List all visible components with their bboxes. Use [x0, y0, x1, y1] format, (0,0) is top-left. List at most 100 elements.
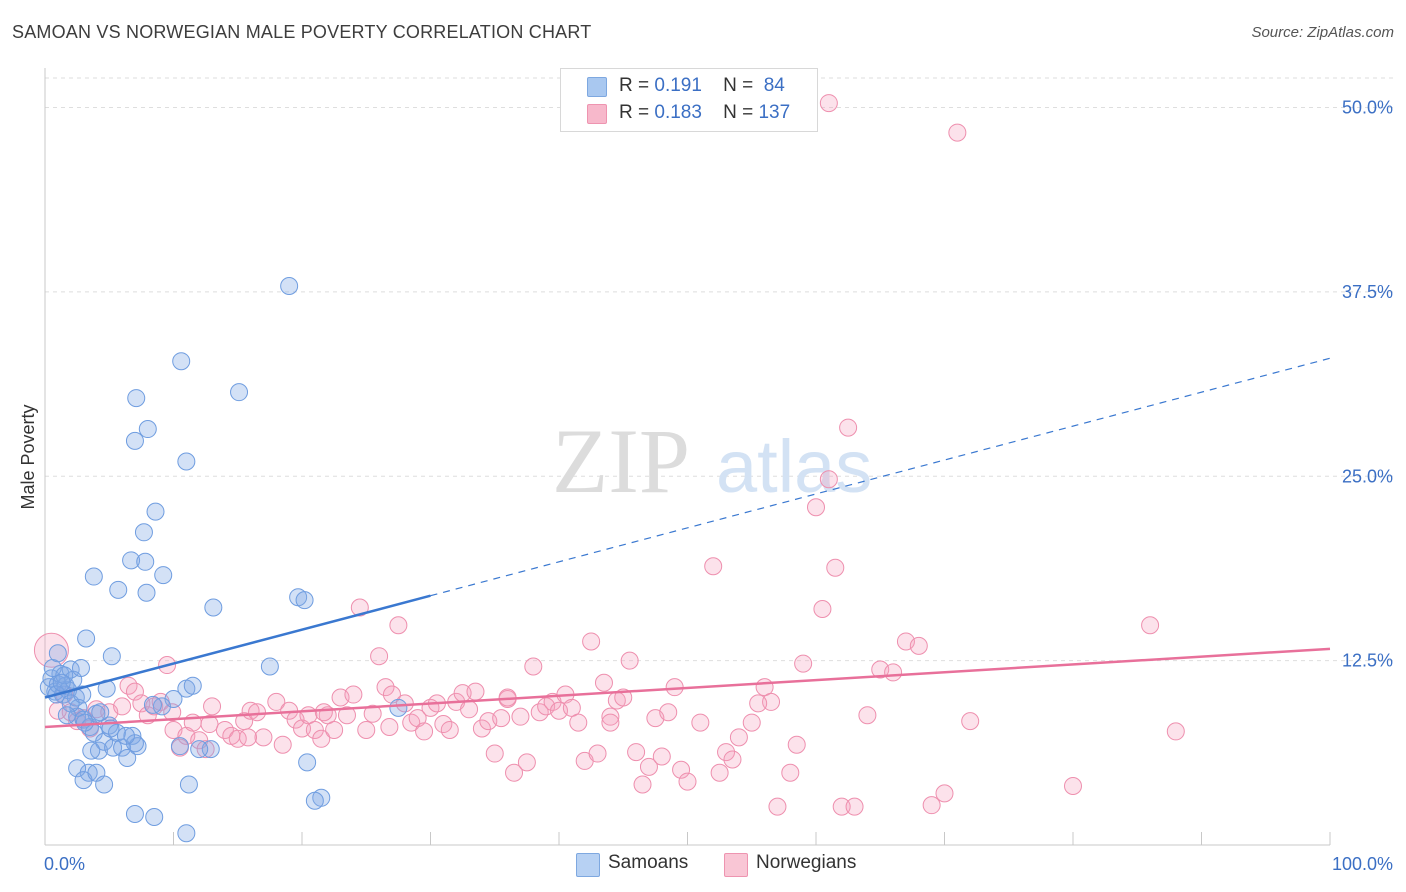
norwegian-point — [704, 557, 723, 576]
norwegian-point — [380, 718, 399, 736]
norwegian-point — [485, 744, 504, 763]
samoan-point — [172, 352, 191, 371]
norwegian-point — [633, 775, 652, 794]
stats-legend: R = 0.191 N = 84 R = 0.183 N = 137 — [560, 68, 818, 132]
samoan-point — [123, 726, 142, 745]
norwegian-point — [460, 700, 479, 719]
norwegian-point — [1141, 616, 1160, 635]
samoan-point — [125, 805, 144, 824]
samoan-point — [298, 753, 317, 772]
samoan-point — [177, 452, 196, 471]
norwegian-point — [415, 722, 434, 741]
axes — [44, 68, 1331, 846]
legend-r-label: R = — [619, 102, 650, 123]
norwegian-point — [569, 713, 588, 732]
samoan-point — [177, 824, 196, 843]
norwegian-point — [125, 682, 144, 701]
x-tick-label: 100.0% — [1332, 854, 1393, 874]
norwegian-point — [652, 747, 671, 766]
samoan-point — [143, 695, 162, 714]
norwegian-trend-line — [44, 647, 1331, 729]
samoan-point — [260, 657, 279, 676]
samoan-point — [230, 383, 249, 402]
samoan-point — [183, 676, 202, 695]
norwegian-point — [472, 719, 491, 738]
norwegian-point — [639, 757, 658, 776]
samoan-point — [116, 726, 135, 745]
samoan-point — [170, 737, 189, 756]
norwegian-point — [909, 636, 928, 655]
norwegian-point — [200, 715, 219, 734]
norwegian-point — [363, 704, 382, 723]
norwegian-point — [948, 123, 967, 142]
norwegian-point — [254, 728, 273, 747]
norwegian-point — [382, 685, 401, 704]
norwegian-point — [601, 707, 620, 726]
norwegian-point — [672, 760, 691, 779]
norwegian-point — [517, 753, 536, 772]
samoan-point — [127, 389, 146, 408]
samoan-point — [145, 807, 164, 826]
samoan-point — [152, 697, 171, 716]
norwegian-point — [370, 647, 389, 666]
norwegian-point — [1064, 777, 1082, 795]
samoan-point — [179, 775, 198, 794]
norwegian-point — [466, 682, 485, 701]
y-tick-label: 25.0% — [1342, 466, 1393, 486]
norwegian-point — [492, 709, 511, 728]
y-axis-label: Male Poverty — [18, 404, 38, 509]
bottom-swatch-samoans — [576, 853, 600, 877]
legend-n-label: N = — [723, 75, 754, 96]
norwegian-point — [627, 743, 646, 762]
norwegian-point — [505, 763, 524, 782]
norwegian-point — [807, 498, 825, 517]
norwegian-point — [742, 713, 761, 732]
norwegian-point — [884, 663, 903, 682]
norwegian-point — [781, 763, 800, 782]
norwegian-point — [710, 763, 729, 782]
norwegian-point — [314, 703, 333, 722]
norwegian-point — [440, 720, 459, 739]
samoan-point — [137, 583, 156, 602]
legend-swatch-norwegians — [587, 104, 607, 124]
norwegian-point — [601, 713, 620, 732]
norwegian-point — [273, 735, 292, 754]
source-label: Source: ZipAtlas.com — [1251, 24, 1394, 41]
samoan-point — [102, 647, 121, 666]
norwegian-point — [239, 728, 258, 747]
samoan-point — [109, 580, 128, 599]
samoan-point — [95, 732, 114, 751]
norwegian-point — [1166, 722, 1185, 741]
samoan-point — [52, 673, 71, 692]
legend-n-value: 137 — [758, 102, 791, 123]
y-tick-label: 50.0% — [1342, 98, 1393, 118]
samoan-point — [305, 791, 324, 810]
norwegian-point — [203, 697, 222, 716]
samoan-point — [204, 598, 223, 617]
bottom-swatch-norwegians — [724, 853, 748, 877]
norwegian-point — [961, 712, 980, 731]
norwegian-point — [248, 703, 267, 722]
norwegian-point — [723, 750, 742, 769]
y-tick-label: 12.5% — [1342, 651, 1393, 671]
bottom-legend-label: Norwegians — [756, 852, 857, 873]
norwegian-point — [376, 678, 395, 697]
norwegian-point — [749, 694, 768, 713]
norwegian-point — [819, 470, 838, 489]
legend-r-value: 0.191 — [654, 75, 702, 96]
norwegian-point — [408, 709, 427, 728]
norwegian-point — [357, 720, 376, 739]
norwegian-point — [813, 600, 832, 618]
norwegian-point — [787, 735, 806, 754]
grid-lines — [45, 77, 1393, 662]
norwegian-point — [832, 797, 851, 816]
norwegian-point — [511, 707, 530, 726]
samoan-point — [82, 741, 101, 760]
norwegian-point — [113, 697, 132, 716]
bottom-legend-label: Samoans — [608, 852, 689, 873]
norwegian-point — [858, 706, 877, 725]
norwegian-point — [768, 797, 787, 816]
norwegian-point — [305, 720, 324, 739]
norwegian-point — [826, 558, 845, 577]
samoan-point — [57, 706, 76, 725]
